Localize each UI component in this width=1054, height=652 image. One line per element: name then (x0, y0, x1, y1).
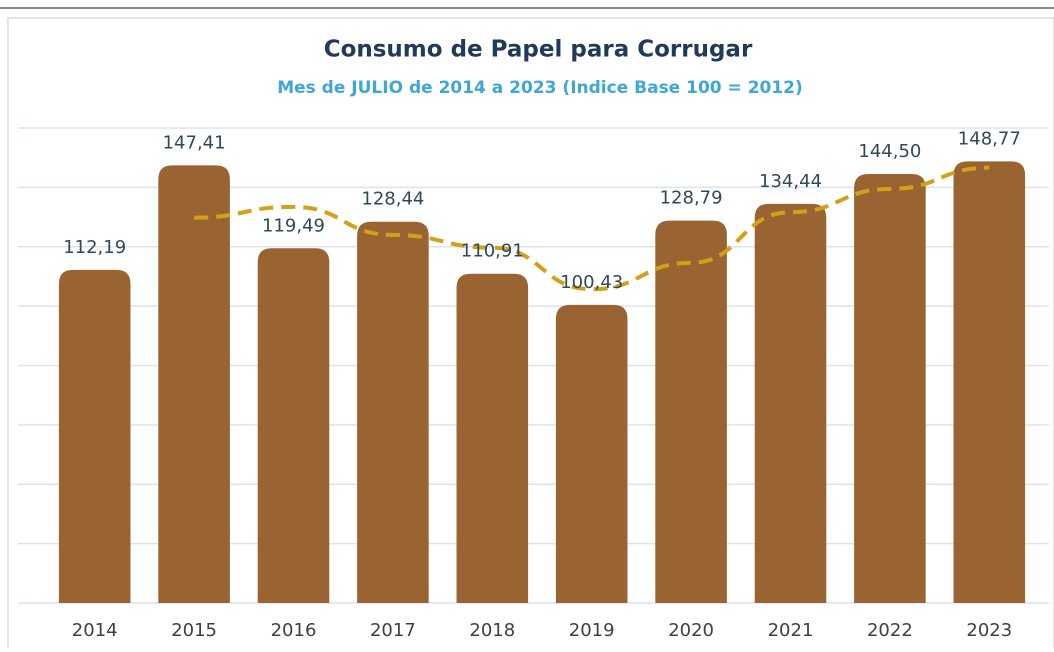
bar (655, 220, 727, 603)
data-label: 110,91 (461, 241, 524, 262)
data-label: 148,77 (958, 128, 1021, 149)
data-label: 134,44 (759, 171, 822, 192)
x-tick-label: 2019 (569, 620, 615, 641)
data-label: 119,49 (262, 215, 325, 236)
x-tick-label: 2014 (72, 620, 118, 641)
x-tick-label: 2022 (867, 620, 913, 641)
chart-subtitle: Mes de JULIO de 2014 a 2023 (Indice Base… (277, 78, 803, 98)
chart-frame (7, 17, 1054, 652)
x-tick-label: 2018 (469, 620, 515, 641)
bar (357, 221, 429, 603)
data-label: 100,43 (560, 272, 623, 293)
x-tick-label: 2021 (768, 620, 814, 641)
data-label: 128,44 (361, 189, 424, 210)
bar (58, 269, 131, 603)
bar (854, 174, 926, 603)
bar (555, 304, 628, 603)
bar (953, 161, 1026, 604)
bar (456, 273, 529, 603)
trend-line (194, 165, 990, 292)
x-tick-label: 2023 (966, 620, 1012, 641)
bar (158, 165, 230, 603)
chart-title: Consumo de Papel para Corrugar (324, 37, 753, 63)
x-tick-label: 2016 (271, 620, 317, 641)
bar (754, 203, 827, 603)
x-tick-label: 2015 (171, 620, 217, 641)
bar (257, 248, 330, 603)
data-label: 144,50 (858, 141, 921, 162)
x-tick-label: 2017 (370, 620, 416, 641)
data-label: 147,41 (163, 132, 226, 153)
data-label: 128,79 (660, 188, 723, 209)
data-label: 112,19 (63, 237, 126, 258)
x-tick-label: 2020 (668, 620, 714, 641)
